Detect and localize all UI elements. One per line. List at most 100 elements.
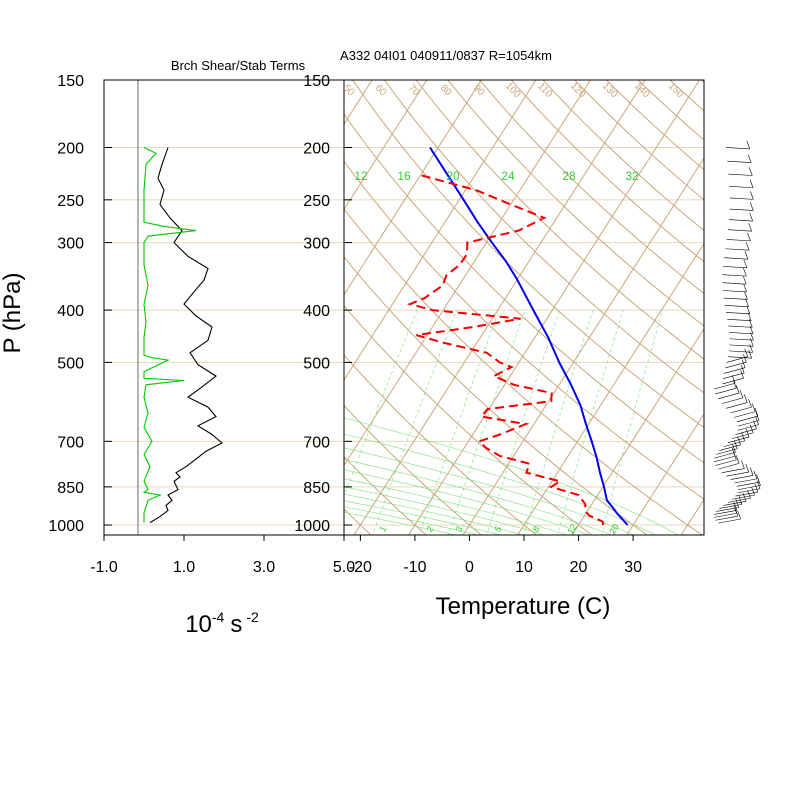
wind-barb bbox=[726, 356, 748, 363]
moist-adiabat bbox=[344, 500, 502, 535]
wind-barb-flag bbox=[743, 354, 747, 363]
mixing-ratio-line bbox=[372, 309, 458, 535]
wind-barb-flag bbox=[742, 276, 747, 285]
wind-barb bbox=[718, 463, 740, 470]
wind-barb-flag bbox=[749, 344, 753, 353]
wind-barb-flag bbox=[743, 283, 747, 293]
moist-adiabat bbox=[344, 447, 635, 535]
skewt-background bbox=[0, 64, 704, 537]
mixing-ratio-label: 1 bbox=[377, 524, 388, 533]
wind-barb bbox=[722, 274, 747, 277]
wind-barb-flag bbox=[742, 493, 747, 502]
moist-adiabat-label: 32 bbox=[625, 169, 639, 183]
wind-barb-flag bbox=[744, 348, 748, 357]
adiabat-label: 110 bbox=[535, 81, 554, 100]
isotherm bbox=[344, 80, 373, 126]
wind-barbs bbox=[713, 140, 761, 524]
wind-barb-flag bbox=[749, 325, 754, 334]
isotherm bbox=[0, 64, 273, 537]
dry-adiabat bbox=[605, 80, 704, 171]
wind-barb bbox=[726, 471, 749, 477]
wind-barb bbox=[729, 197, 754, 200]
wind-barb bbox=[716, 448, 738, 455]
wind-barb-flag bbox=[755, 412, 760, 421]
dry-adiabat bbox=[344, 208, 704, 535]
wind-barb-flag bbox=[753, 420, 757, 429]
dry-adiabat bbox=[447, 80, 704, 327]
pressure-tick-label: 150 bbox=[303, 73, 330, 90]
pressure-tick-label: 850 bbox=[57, 480, 84, 497]
skewt-x-axis-title: Temperature (C) bbox=[436, 593, 611, 620]
wind-barb-flag bbox=[745, 298, 749, 307]
moist-adiabat bbox=[344, 493, 524, 535]
wind-barb bbox=[716, 507, 739, 512]
left-xlabel-base: 10 bbox=[185, 611, 212, 638]
wind-barb-flag bbox=[733, 451, 737, 460]
dry-adiabat bbox=[478, 80, 704, 295]
wind-barb-flag bbox=[754, 483, 759, 493]
wind-barb bbox=[723, 266, 747, 269]
adiabat-label: 100 bbox=[503, 81, 523, 101]
wind-barb-flag bbox=[747, 490, 751, 499]
wind-barb bbox=[728, 325, 753, 328]
pressure-tick-label: 200 bbox=[303, 140, 330, 157]
isotherm bbox=[571, 327, 704, 535]
isotherm bbox=[344, 80, 537, 381]
wind-barb bbox=[737, 420, 760, 427]
pressure-tick-label: 700 bbox=[303, 434, 330, 451]
dry-adiabat bbox=[669, 80, 704, 112]
mixing-ratio-label: 2 bbox=[424, 524, 435, 533]
wind-barb bbox=[714, 452, 736, 459]
wind-barb bbox=[722, 282, 747, 285]
mixing-ratio-line bbox=[557, 309, 624, 535]
adiabat-label: 120 bbox=[568, 81, 588, 101]
wind-barb-flag bbox=[749, 424, 754, 433]
moist-adiabat bbox=[344, 459, 613, 535]
wind-barb bbox=[727, 160, 752, 163]
wind-barb-flag bbox=[737, 436, 741, 445]
moist-adiabat bbox=[344, 417, 679, 535]
adiabat-label: 130 bbox=[600, 81, 620, 101]
wind-barb-flag bbox=[739, 389, 744, 398]
wind-barb bbox=[721, 468, 745, 473]
isotherm bbox=[407, 80, 701, 535]
pressure-tick-label: 150 bbox=[57, 73, 84, 90]
isotherm bbox=[517, 242, 704, 535]
shear-term-line bbox=[149, 147, 223, 524]
wind-barb bbox=[719, 444, 741, 451]
dry-adiabat bbox=[344, 113, 704, 464]
wind-barb bbox=[726, 402, 748, 409]
dry-adiabat bbox=[344, 304, 593, 535]
wind-barb bbox=[721, 397, 743, 404]
mixing-ratio-label: 20 bbox=[607, 522, 621, 536]
dry-adiabat bbox=[31, 64, 317, 537]
wind-barb-flag bbox=[743, 259, 748, 268]
wind-barb-flag bbox=[743, 268, 747, 277]
wind-barb bbox=[737, 488, 761, 494]
pressure-tick-label: 1000 bbox=[294, 518, 330, 535]
wind-barb-flag bbox=[734, 440, 738, 449]
wind-barb bbox=[727, 318, 752, 322]
wind-barb-flag bbox=[746, 305, 751, 314]
pressure-tick-label: 250 bbox=[303, 193, 330, 210]
mixing-ratio-label: 12 bbox=[565, 522, 579, 536]
mixing-ratio-line bbox=[447, 309, 526, 535]
dry-adiabat bbox=[344, 404, 483, 535]
dry-adiabat bbox=[510, 80, 704, 263]
wind-barb-flag bbox=[741, 432, 745, 441]
isotherm bbox=[344, 80, 428, 211]
wind-barb-flag bbox=[745, 242, 750, 251]
wind-barb bbox=[726, 239, 751, 242]
left-xlabel-unit: s bbox=[230, 611, 242, 638]
wind-barb bbox=[737, 485, 761, 490]
mixing-ratio-line bbox=[523, 309, 594, 535]
wind-barb bbox=[723, 501, 747, 506]
pressure-tick-label: 500 bbox=[57, 355, 84, 372]
wind-barb-flag bbox=[744, 291, 748, 300]
wind-barb-flag bbox=[746, 140, 751, 150]
wind-barb-flag bbox=[740, 370, 744, 379]
pressure-tick-label: 850 bbox=[303, 480, 330, 497]
wind-barb-flag bbox=[743, 394, 748, 403]
wind-barb bbox=[725, 248, 750, 251]
